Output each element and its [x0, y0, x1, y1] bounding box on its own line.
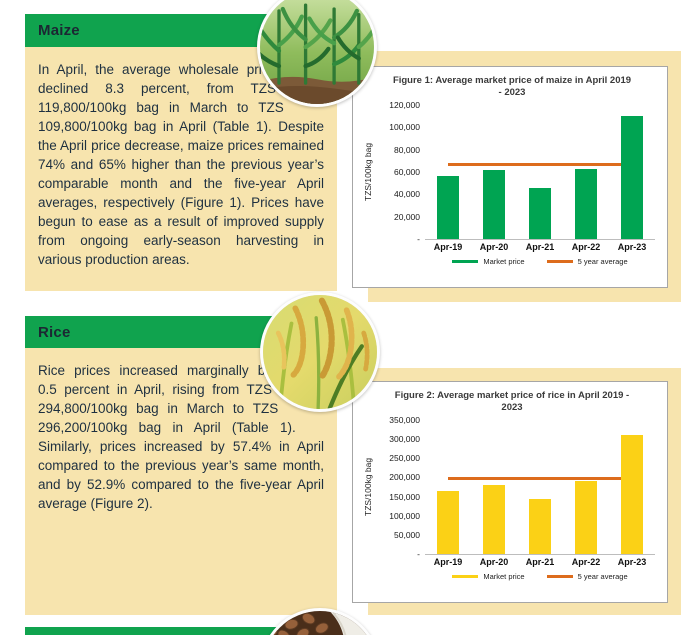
legend-label: 5 year average [577, 257, 628, 266]
figure-1-chart: Figure 1: Average market price of maize … [352, 66, 668, 288]
rice-body-text: Rice prices increased marginally by 0.5 … [38, 363, 324, 511]
market-price-bar-Apr-21 [529, 498, 551, 554]
x-axis-label: Apr-22 [571, 242, 601, 252]
figure-1-legend: Market price 5 year average [425, 257, 655, 266]
y-tick-label: 120,000 [389, 100, 420, 110]
maize-field-illustration [260, 0, 374, 104]
y-tick-label: - [417, 549, 420, 559]
y-tick-label: 200,000 [389, 472, 420, 483]
x-axis-label: Apr-21 [525, 242, 555, 252]
figure-1-x-axis-labels: Apr-19 Apr-20 Apr-21 Apr-22 Apr-23 [425, 242, 655, 252]
legend-item: 5 year average [546, 572, 628, 581]
legend-label: Market price [483, 572, 525, 581]
rice-plant-photo [260, 292, 380, 412]
figure-2-y-ticks: 350,000 300,000 250,000 200,000 150,000 100,0… [375, 415, 425, 559]
five-year-average-line [448, 163, 632, 167]
figure-2-legend: Market price 5 year average [425, 572, 655, 581]
market-price-bar-Apr-21 [529, 187, 551, 239]
x-axis-label: Apr-20 [479, 242, 509, 252]
x-axis-label: Apr-19 [433, 242, 463, 252]
y-tick-label: 40,000 [394, 189, 420, 200]
legend-swatch [452, 575, 479, 578]
y-tick-label: 20,000 [394, 211, 420, 222]
market-price-bar-Apr-23 [621, 116, 643, 239]
figure-2-title: Figure 2: Average market price of rice i… [394, 390, 630, 414]
legend-swatch [546, 260, 573, 263]
x-axis-label: Apr-23 [617, 242, 647, 252]
rice-section-title: Rice [38, 323, 71, 341]
figure-1-plot-area [425, 105, 655, 240]
maize-field-photo [257, 0, 377, 107]
x-axis-label: Apr-21 [525, 557, 555, 567]
legend-swatch [452, 260, 479, 263]
legend-swatch [546, 575, 573, 578]
figure-2-plot-area [425, 420, 655, 555]
legend-label: Market price [483, 257, 525, 266]
market-price-bar-Apr-20 [483, 170, 505, 239]
maize-section-title: Maize [38, 22, 80, 39]
y-tick-label: 350,000 [389, 415, 420, 425]
figure-1-y-ticks: 120,000 100,000 80,000 60,000 40,000 20,000 - [375, 100, 425, 244]
legend-item: Market price [452, 572, 525, 581]
rice-plant-illustration [263, 295, 377, 409]
legend-label: 5 year average [577, 572, 628, 581]
figure-1-y-axis-label: TZS/100kg bag [363, 142, 373, 202]
y-tick-label: 100,000 [389, 122, 420, 133]
x-axis-label: Apr-23 [617, 557, 647, 567]
maize-text-panel: In April, the average wholesale price de… [25, 47, 337, 291]
market-price-bar-Apr-20 [483, 484, 505, 554]
market-price-bar-Apr-22 [575, 168, 597, 239]
figure-2-x-axis-labels: Apr-19 Apr-20 Apr-21 Apr-22 Apr-23 [425, 557, 655, 567]
y-tick-label: 50,000 [394, 529, 420, 540]
figure-2-y-axis-label: TZS/100kg bag [363, 457, 373, 517]
market-price-bar-Apr-23 [621, 434, 643, 554]
figure-2-chart: Figure 2: Average market price of rice i… [352, 381, 668, 603]
maize-body-text: In April, the average wholesale price de… [38, 62, 324, 267]
y-tick-label: 60,000 [394, 167, 420, 177]
y-tick-label: 80,000 [394, 144, 420, 155]
legend-item: 5 year average [546, 257, 628, 266]
x-axis-label: Apr-19 [433, 557, 463, 567]
market-price-bar-Apr-19 [437, 490, 459, 554]
y-tick-label: 300,000 [389, 434, 420, 445]
y-tick-label: 150,000 [389, 491, 420, 502]
five-year-average-line [448, 477, 632, 481]
x-axis-label: Apr-22 [571, 557, 601, 567]
market-price-bar-Apr-19 [437, 176, 459, 239]
y-tick-label: - [417, 234, 420, 244]
y-tick-label: 250,000 [389, 453, 420, 464]
legend-item: Market price [452, 257, 525, 266]
figure-1-title: Figure 1: Average market price of maize … [392, 75, 632, 99]
third-section-header [25, 627, 337, 635]
market-price-bar-Apr-22 [575, 481, 597, 554]
x-axis-label: Apr-20 [479, 557, 509, 567]
y-tick-label: 100,000 [389, 510, 420, 521]
